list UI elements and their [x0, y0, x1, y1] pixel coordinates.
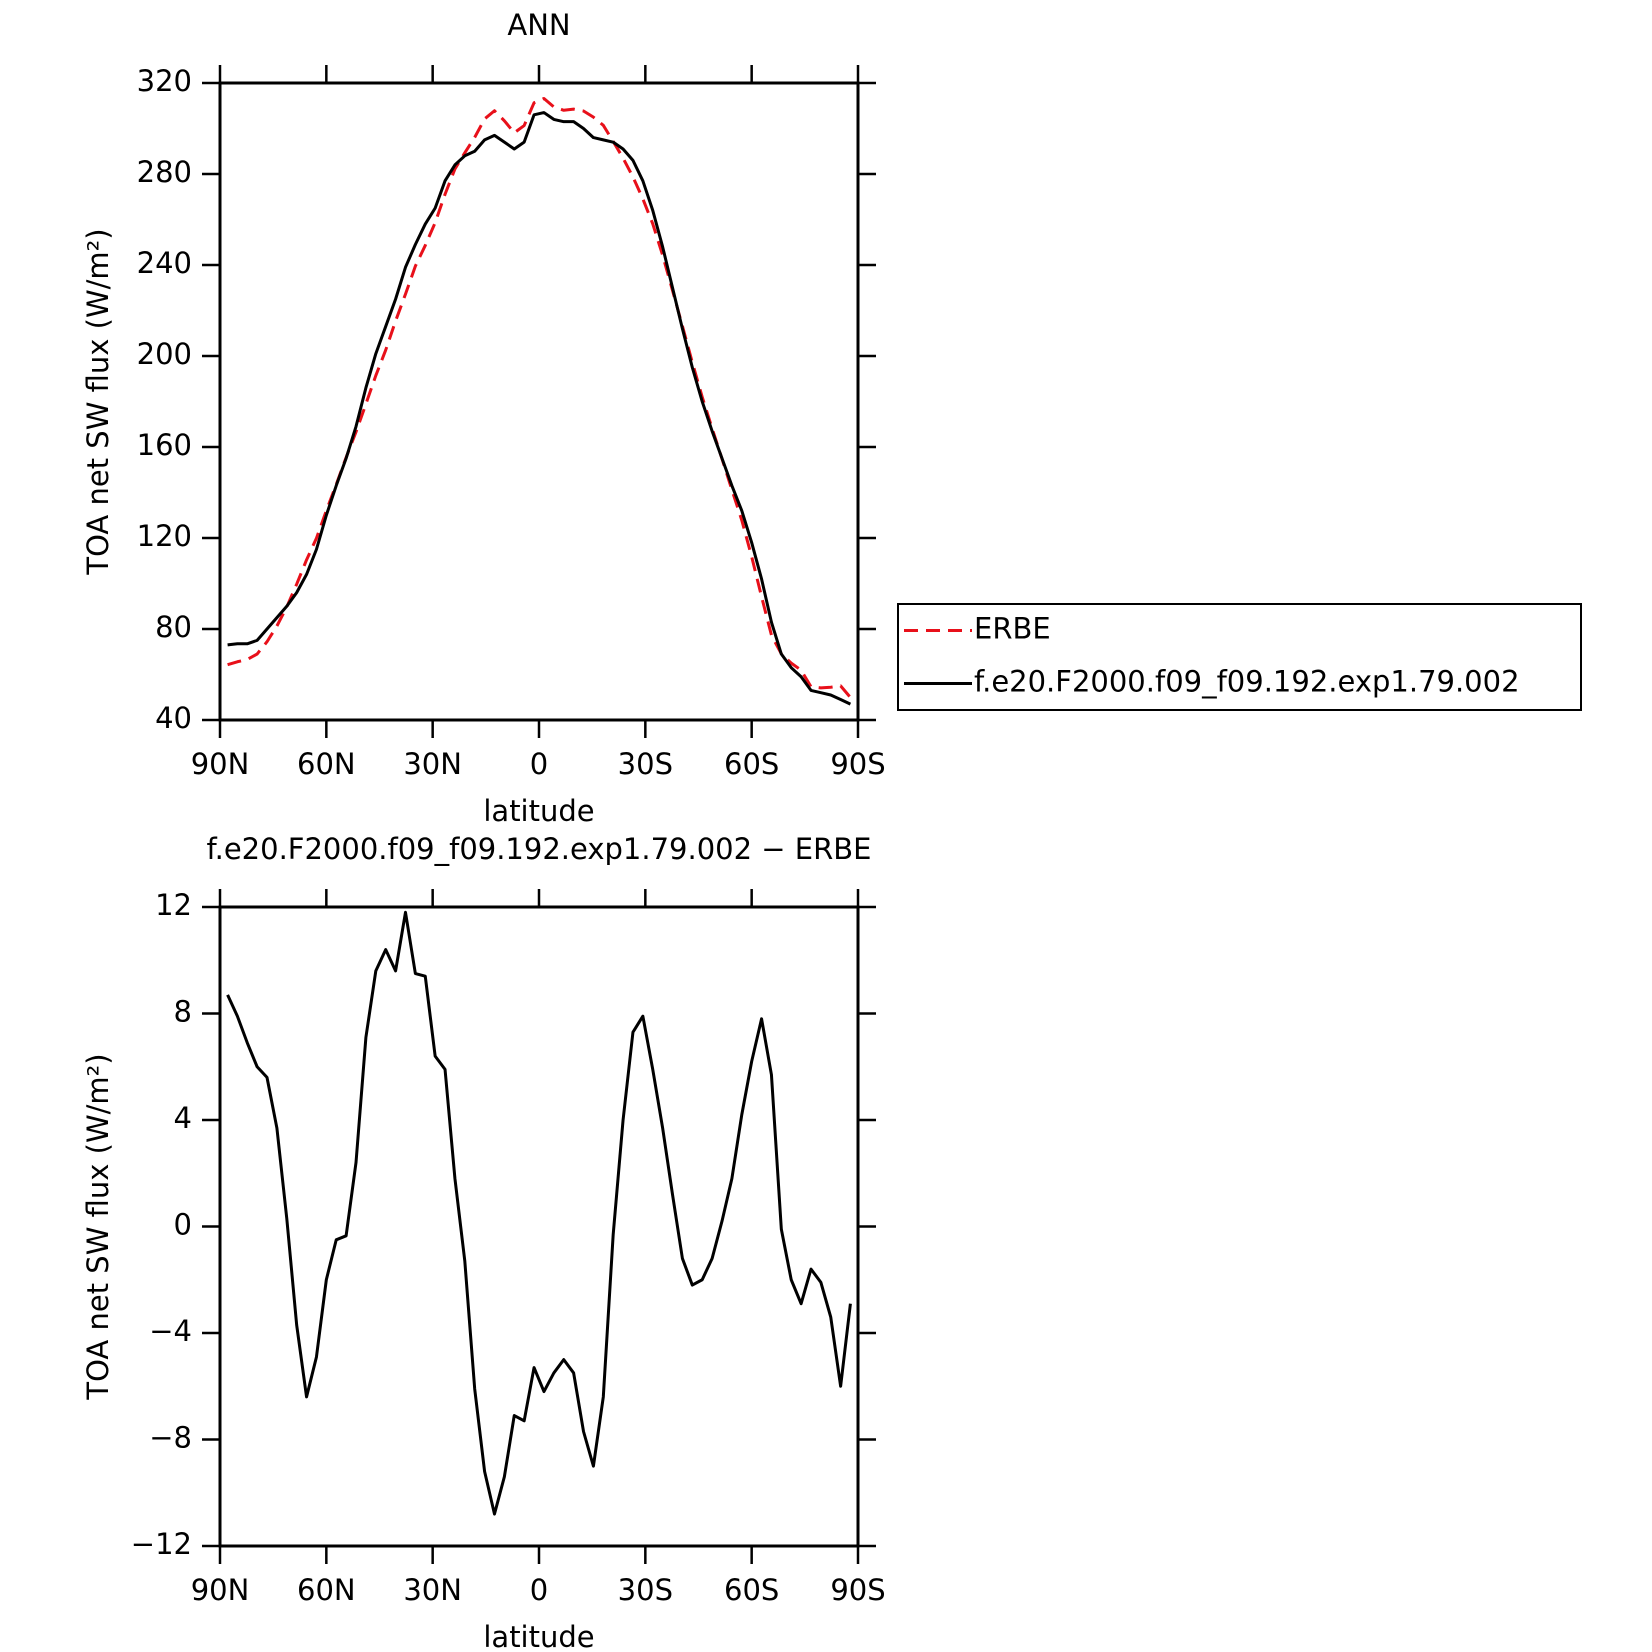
y-tick-label: −8 [149, 1421, 192, 1455]
series-line [227, 96, 852, 699]
x-tick-label: 90N [191, 1573, 250, 1607]
y-axis-label: TOA net SW flux (W/m²) [81, 1053, 115, 1400]
y-tick-label: 280 [137, 155, 192, 189]
x-tick-label: 60S [724, 747, 779, 781]
x-tick-label: 30N [403, 1573, 462, 1607]
y-tick-label: 80 [155, 610, 192, 644]
x-tick-label: 30N [403, 747, 462, 781]
series-line [227, 111, 852, 706]
chart-title: ANN [507, 8, 570, 42]
y-tick-label: 160 [137, 428, 192, 462]
plot-frame [218, 905, 860, 1548]
x-tick-label: 90S [830, 747, 885, 781]
chart-title: f.e20.F2000.f09_f09.192.exp1.79.002 − ER… [207, 832, 872, 866]
y-tick-label: 8 [174, 995, 192, 1029]
y-tick-label: 240 [137, 246, 192, 280]
x-tick-label: 90N [191, 747, 250, 781]
y-tick-label: −12 [131, 1527, 192, 1561]
legend-label: ERBE [974, 612, 1051, 646]
y-tick-label: 12 [155, 888, 192, 922]
x-tick-label: 30S [618, 1573, 673, 1607]
x-tick-label: 60N [297, 747, 356, 781]
plot-frame [218, 81, 860, 722]
x-tick-label: 0 [530, 747, 548, 781]
x-tick-label: 0 [530, 1573, 548, 1607]
x-axis-label: latitude [483, 794, 594, 828]
series-line [226, 910, 852, 1516]
y-tick-label: 120 [137, 519, 192, 553]
y-tick-label: −4 [149, 1314, 192, 1348]
legend-box [897, 603, 1582, 711]
legend-label: f.e20.F2000.f09_f09.192.exp1.79.002 [974, 665, 1520, 699]
y-axis-label: TOA net SW flux (W/m²) [81, 228, 115, 575]
y-tick-label: 4 [174, 1101, 192, 1135]
x-tick-label: 60N [297, 1573, 356, 1607]
y-tick-label: 40 [155, 701, 192, 735]
x-tick-label: 60S [724, 1573, 779, 1607]
y-tick-label: 320 [137, 64, 192, 98]
x-tick-label: 30S [618, 747, 673, 781]
y-tick-label: 0 [174, 1208, 192, 1242]
x-axis-label: latitude [483, 1620, 594, 1652]
y-tick-label: 200 [137, 337, 192, 371]
x-tick-label: 90S [830, 1573, 885, 1607]
